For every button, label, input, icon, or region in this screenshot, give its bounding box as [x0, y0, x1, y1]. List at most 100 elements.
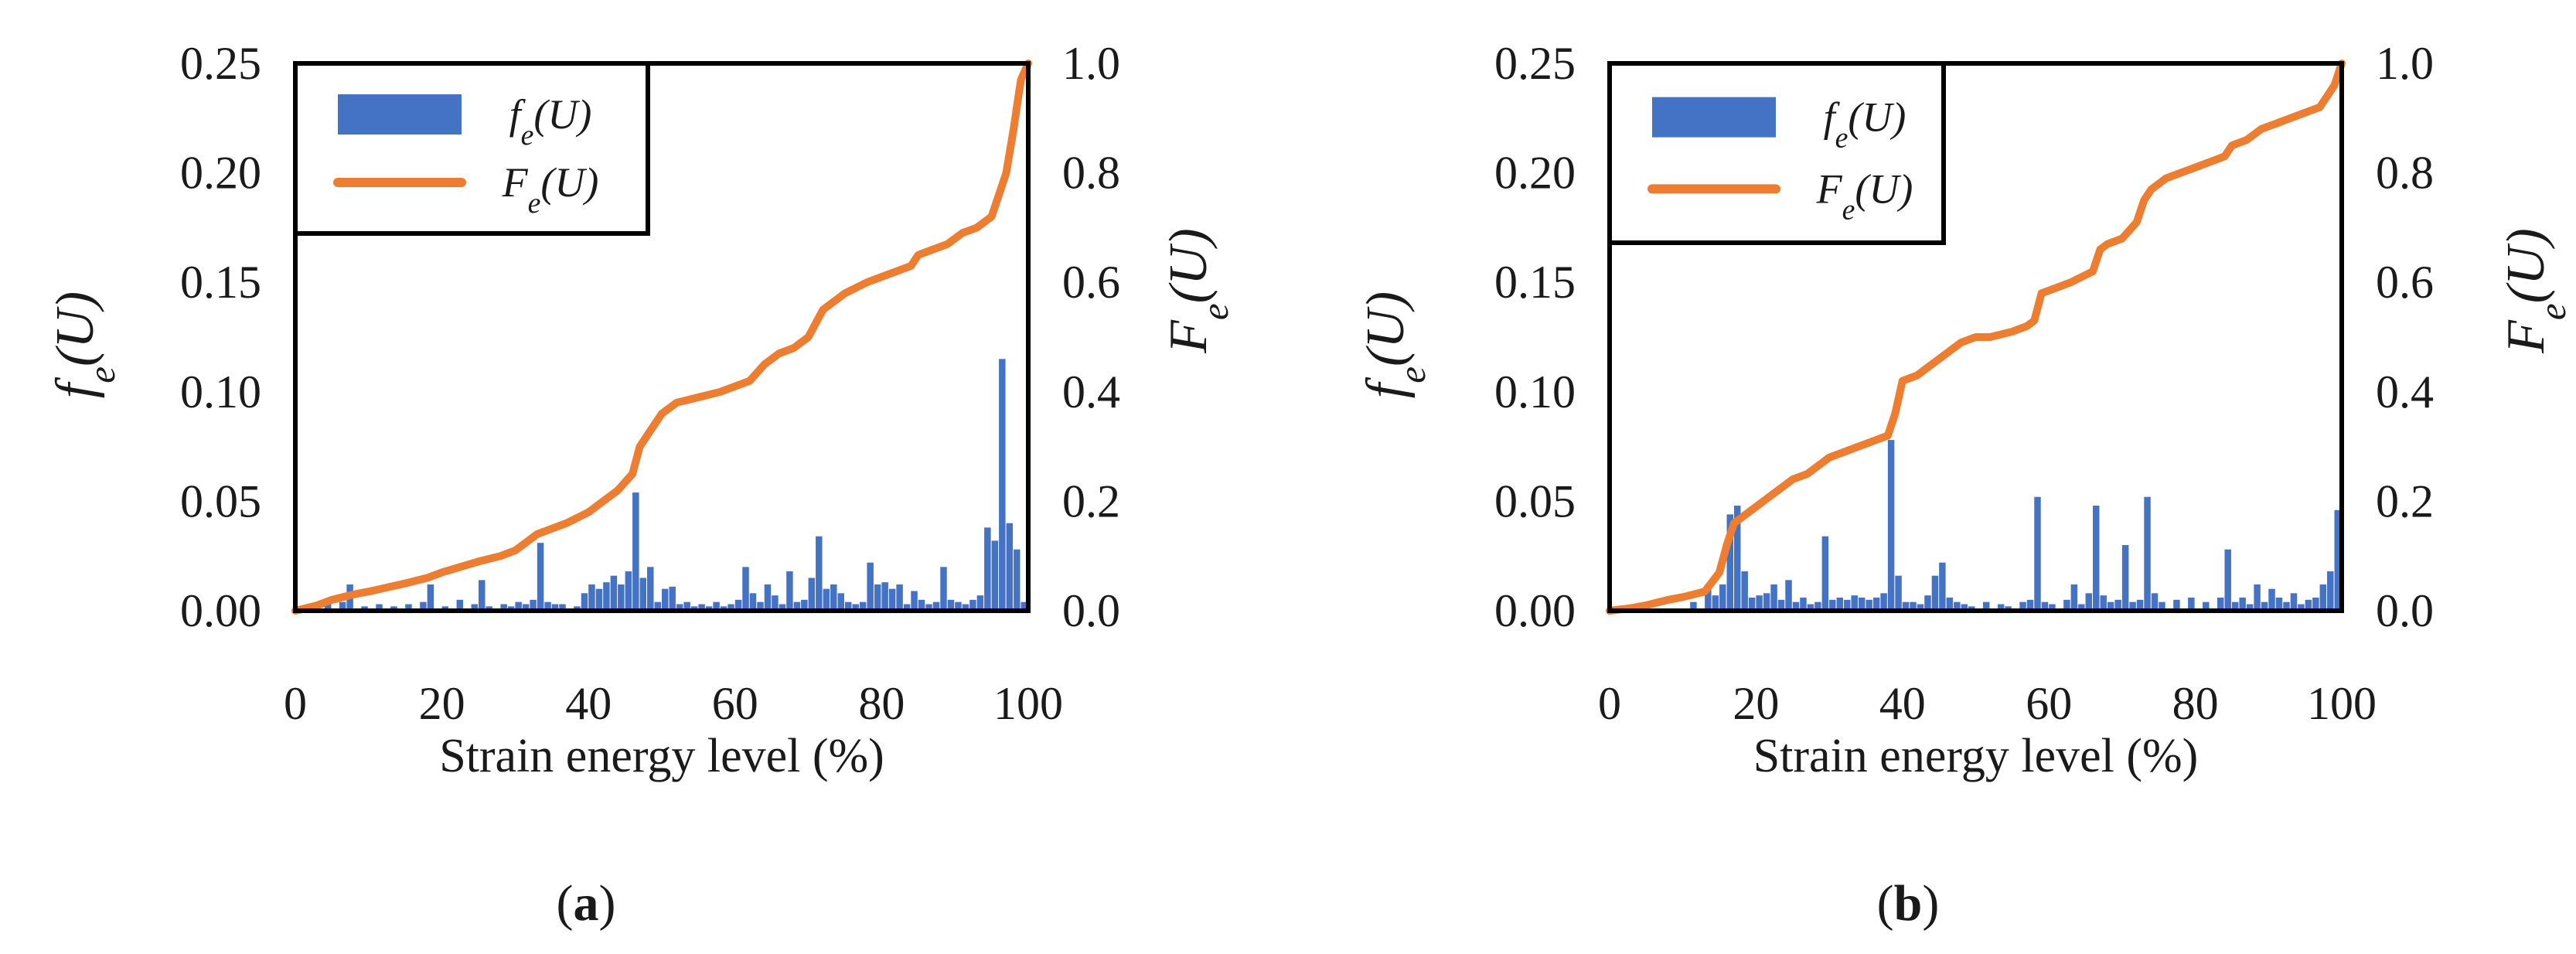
bar	[1756, 595, 1763, 611]
bar	[2246, 604, 2254, 611]
panel-b: 0.00 0.05 0.10 0.15 0.20 0.25 0.0 0.2 0.4 0.6 0.8 1…	[1356, 38, 2574, 932]
bar	[2290, 593, 2298, 611]
bar	[932, 601, 940, 611]
y-right-tick-label: 0.8	[2376, 148, 2434, 199]
bar	[793, 601, 801, 611]
bar	[867, 562, 874, 611]
bar	[479, 580, 486, 611]
bar	[1726, 514, 1733, 611]
bar	[1785, 580, 1792, 611]
bar	[976, 595, 984, 611]
histogram-bars	[1690, 440, 2341, 611]
x-tick-label: 80	[2172, 678, 2219, 729]
bar	[537, 543, 544, 611]
x-tick-label: 20	[419, 678, 465, 729]
bar	[2136, 599, 2144, 611]
bar	[2151, 593, 2159, 611]
legend-swatch-bar	[1652, 97, 1776, 138]
bar	[2049, 604, 2056, 611]
bar	[1961, 604, 1968, 611]
bar	[2312, 598, 2319, 611]
y-left-tick-label: 0.25	[1494, 38, 1576, 89]
bar	[683, 601, 690, 611]
bar	[1880, 593, 1887, 611]
y-right-axis-label: Fe(U)	[2496, 228, 2574, 354]
bar	[837, 593, 844, 611]
bar	[999, 359, 1006, 611]
bar	[339, 601, 346, 611]
bar	[1858, 598, 1866, 611]
y-left-tick-label: 0.10	[1494, 366, 1576, 417]
cumulative-line	[1606, 60, 2346, 615]
bar	[772, 595, 779, 611]
bar	[1954, 601, 1961, 611]
y-left-tick-label: 0.15	[1494, 257, 1576, 308]
x-axis-label: Strain energy level (%)	[1753, 730, 2199, 782]
bar	[588, 584, 595, 611]
bar	[2070, 584, 2078, 611]
bar	[764, 584, 772, 611]
x-tick-label: 60	[712, 678, 758, 729]
cumulative-line	[291, 60, 1032, 615]
bar	[1770, 584, 1777, 611]
bar	[786, 571, 793, 611]
bar	[1887, 440, 1895, 611]
legend: fe(U)Fe(U)	[1607, 61, 1946, 245]
bar	[515, 601, 522, 611]
bar	[801, 599, 808, 611]
x-tick-label: 60	[2026, 678, 2072, 729]
bar	[2063, 599, 2070, 611]
bar	[2159, 601, 2165, 611]
y-right-tick-label: 0.4	[1062, 366, 1120, 417]
bar	[2019, 601, 2026, 611]
bar	[1872, 598, 1880, 611]
panel-caption: (b)	[1877, 875, 1940, 932]
bar	[662, 588, 669, 611]
bar	[669, 586, 676, 611]
y-right-tick-label: 1.0	[2376, 38, 2434, 89]
bar	[2224, 549, 2231, 611]
panel-a: 0.00 0.05 0.10 0.15 0.20 0.25 0.0 0.2 0.4 0.6 0.8 1…	[46, 38, 1236, 932]
bar	[1917, 604, 1924, 611]
bar	[420, 601, 427, 611]
bar	[2305, 599, 2312, 611]
bar	[1982, 601, 1990, 611]
y-right-tick-label: 0.2	[2376, 475, 2434, 526]
bar	[2261, 601, 2268, 611]
bar	[522, 604, 530, 611]
bar	[1006, 523, 1014, 611]
bar	[779, 604, 786, 611]
bar	[713, 601, 720, 611]
bar	[2327, 571, 2334, 611]
bar	[2034, 496, 2041, 611]
bar	[830, 584, 837, 611]
y-left-axis-label: fe(U)	[1356, 291, 1433, 398]
bar	[918, 599, 925, 611]
bar	[903, 604, 911, 611]
y-right-tick-label: 0.0	[1062, 585, 1120, 636]
bar	[991, 540, 999, 611]
bar	[734, 599, 742, 611]
bar	[639, 578, 647, 611]
bar	[1014, 549, 1021, 611]
bar	[1777, 599, 1785, 611]
bar	[859, 601, 867, 611]
bar	[845, 601, 852, 611]
bar	[2217, 598, 2224, 611]
y-left-tick-label: 0.20	[1494, 148, 1576, 199]
bar	[1844, 599, 1851, 611]
bar	[1851, 595, 1858, 611]
bar	[742, 567, 749, 611]
y-left-tick-label: 0.25	[180, 38, 261, 89]
x-tick-label: 100	[2307, 678, 2377, 729]
bar	[1924, 595, 1931, 611]
bar	[1800, 598, 1807, 611]
legend-swatch-bar	[338, 94, 462, 135]
y-left-tick-label: 0.20	[180, 148, 261, 199]
x-axis-label: Strain energy level (%)	[439, 730, 884, 782]
bar	[962, 604, 969, 611]
bar	[984, 527, 991, 611]
bar	[2041, 601, 2049, 611]
y-right-tick-label: 1.0	[1062, 38, 1120, 89]
